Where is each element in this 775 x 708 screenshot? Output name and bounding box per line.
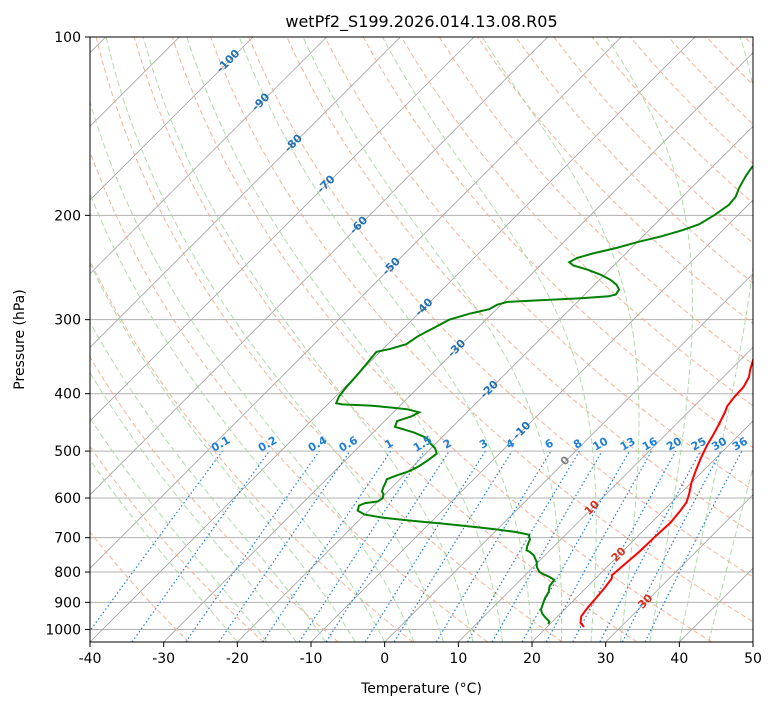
dry-adiabat xyxy=(171,37,712,642)
y-tick-label: 100 xyxy=(54,30,81,46)
x-tick-label: 30 xyxy=(597,651,615,667)
x-tick-label: -20 xyxy=(226,651,249,667)
y-tick-label: 400 xyxy=(54,387,81,403)
dry-adiabat xyxy=(90,445,264,642)
isotherm-line xyxy=(90,37,327,275)
y-tick-label: 300 xyxy=(54,313,81,329)
y-tick-label: 800 xyxy=(54,565,81,581)
dry-adiabat xyxy=(248,37,753,578)
mixing-ratio-line xyxy=(545,450,653,642)
dry-adiabat xyxy=(90,259,414,642)
isotherm-line xyxy=(90,37,254,201)
x-tick-label: 20 xyxy=(523,651,541,667)
background-lines xyxy=(90,37,753,642)
x-tick-label: 40 xyxy=(670,651,688,667)
moist-adiabat xyxy=(678,37,753,642)
isotherm-label: 40 xyxy=(662,638,682,658)
dry-adiabat xyxy=(210,37,753,623)
isotherm-line xyxy=(237,125,753,642)
isotherm-line xyxy=(531,420,753,642)
mixing-ratio-line xyxy=(393,450,513,642)
isotherm-line xyxy=(163,52,753,642)
moist-adiabat xyxy=(90,262,356,642)
y-tick-label: 900 xyxy=(54,595,81,611)
moist-adiabat xyxy=(90,192,386,642)
dewpoint-profile-line xyxy=(334,164,753,625)
y-tick-label: 500 xyxy=(54,444,81,460)
mixing-ratio-line xyxy=(262,450,392,642)
x-axis-label: Temperature (°C) xyxy=(360,681,482,697)
mixing-ratio-line xyxy=(325,450,450,642)
dry-adiabat xyxy=(324,37,753,491)
moist-adiabat xyxy=(606,37,693,642)
temperature-profile-line xyxy=(579,357,753,628)
isotherm-line xyxy=(384,273,753,642)
mixing-ratio-line xyxy=(572,450,677,642)
y-tick-label: 700 xyxy=(54,531,81,547)
isotherm-line xyxy=(90,37,401,348)
moist-adiabat xyxy=(90,417,268,642)
x-tick-label: -40 xyxy=(79,651,102,667)
dry-adiabat xyxy=(133,37,638,642)
isotherm-line xyxy=(90,37,548,496)
x-axis: -40 -30 -20 -10 0 10 20 30 40 50 xyxy=(79,642,762,667)
moist-adiabat xyxy=(302,37,563,642)
moist-adiabat xyxy=(105,37,445,642)
x-tick-label: -30 xyxy=(152,651,175,667)
isotherm-line xyxy=(90,37,622,569)
dry-adiabat xyxy=(95,37,563,642)
dry-adiabat xyxy=(438,37,753,366)
y-tick-label: 600 xyxy=(54,491,81,507)
mixing-ratio-line xyxy=(644,450,743,642)
mixing-ratio-line xyxy=(131,450,270,642)
x-tick-label: 50 xyxy=(744,651,762,667)
dry-adiabat xyxy=(90,356,339,642)
mixing-ratio-line xyxy=(185,450,320,642)
moist-adiabat xyxy=(90,99,415,642)
isotherm-line xyxy=(90,37,475,422)
moist-adiabat xyxy=(90,371,297,642)
mixing-ratio-line xyxy=(521,450,631,642)
mixing-ratio-line xyxy=(298,450,425,642)
profile-lines xyxy=(334,164,753,628)
moist-adiabat xyxy=(90,459,238,642)
y-axis-label: Pressure (hPa) xyxy=(12,289,28,389)
plot-frame xyxy=(89,36,754,643)
y-tick-label: 1000 xyxy=(45,622,81,638)
isotherm-line xyxy=(90,37,696,642)
chart-title: wetPf2_S199.2026.014.13.08.R05 xyxy=(285,12,557,32)
moist-adiabat xyxy=(381,37,597,642)
x-tick-label: -10 xyxy=(300,651,323,667)
moist-adiabat xyxy=(186,37,503,642)
dry-adiabat xyxy=(90,150,488,642)
isotherm-line xyxy=(605,494,753,642)
mixing-ratio-line xyxy=(90,450,223,632)
y-tick-label: 200 xyxy=(54,208,81,224)
dry-adiabat xyxy=(400,37,753,407)
mixing-ratio-line xyxy=(218,450,351,642)
moist-adiabat xyxy=(481,37,640,642)
moist-adiabat xyxy=(238,37,533,642)
moist-adiabat xyxy=(142,37,474,642)
y-axis: 100 200 300 400 500 600 700 800 900 1000 xyxy=(45,30,90,638)
dry-adiabat xyxy=(90,531,190,642)
isotherm-line xyxy=(458,346,753,642)
x-tick-label: 0 xyxy=(380,651,389,667)
dry-adiabat xyxy=(515,37,753,284)
x-tick-label: 10 xyxy=(449,651,467,667)
